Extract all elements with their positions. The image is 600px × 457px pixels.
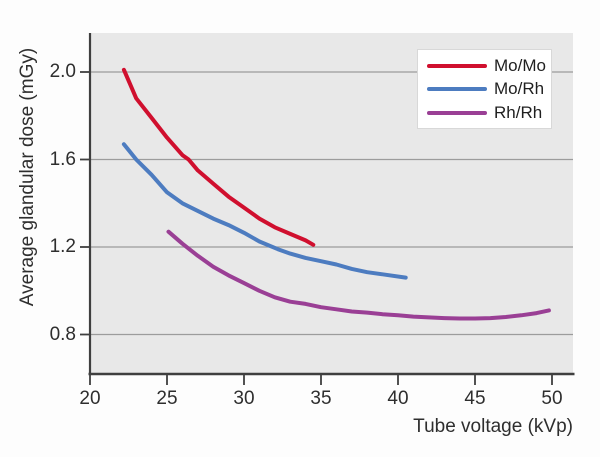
legend-label-mo-rh: Mo/Rh [494,79,545,98]
x-tick-label: 25 [156,388,178,409]
y-tick-label: 2.0 [49,61,76,82]
legend-label-mo-mo: Mo/Mo [494,55,546,75]
legend-line-swatch-rh-rh [427,110,487,115]
x-tick-label: 30 [233,388,255,409]
legend-item-mo-rh: Mo/Rh [418,79,551,99]
x-axis-title: Tube voltage (kVp) [413,416,573,437]
legend: Mo/Mo Mo/Rh Rh/Rh [417,49,552,129]
legend-item-rh-rh: Rh/Rh [418,103,551,123]
x-tick-label: 40 [387,388,409,409]
legend-label-rh-rh: Rh/Rh [494,102,543,122]
legend-item-mo-mo: Mo/Mo [418,56,551,76]
x-tick-label: 50 [541,388,563,409]
y-tick-label: 1.6 [49,148,76,170]
tick-marks [80,71,553,385]
series-line-mo-rh [121,142,408,280]
gridlines [90,71,573,336]
legend-line-swatch-mo-mo [427,63,487,68]
series-line-mo-mo [121,67,316,247]
x-tick-label: 20 [79,388,101,409]
x-tick-label: 35 [310,388,332,409]
legend-line-swatch-mo-rh [427,87,487,91]
y-tick-label: 1.2 [49,236,76,257]
y-tick-label: 0.8 [49,323,76,345]
series-line-rh-rh [166,229,551,321]
x-tick-label: 45 [464,388,486,409]
